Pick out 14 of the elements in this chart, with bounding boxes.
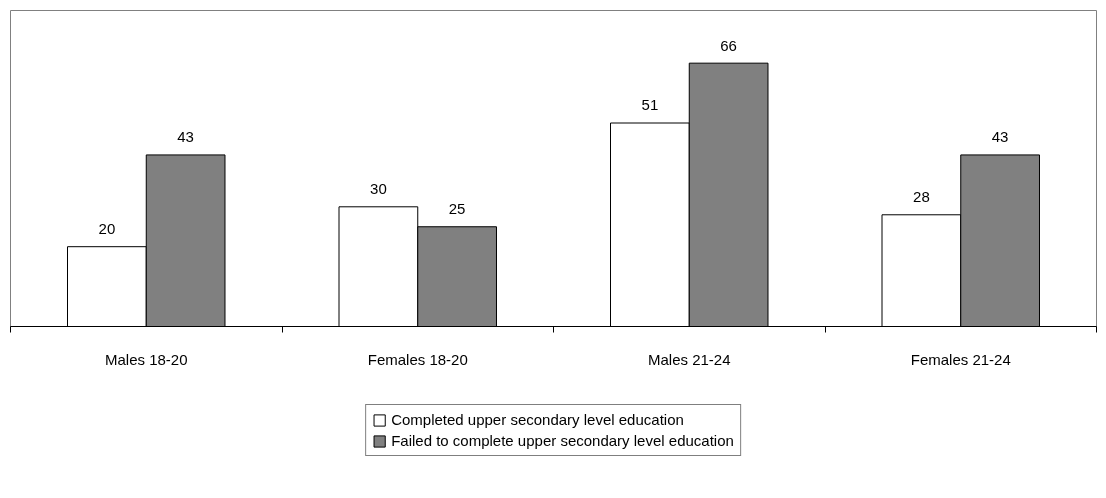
data-label: 43 bbox=[177, 128, 194, 146]
x-tick-label: Females 18-20 bbox=[367, 350, 468, 368]
legend-label: Failed to complete upper secondary level education bbox=[391, 432, 734, 449]
x-tick-label: Males 21-24 bbox=[647, 350, 731, 368]
x-tick-label: Males 18-20 bbox=[104, 350, 188, 368]
data-label: 66 bbox=[720, 36, 737, 54]
x-tick-label: Females 21-24 bbox=[910, 350, 1011, 368]
legend-label: Completed upper secondary level education bbox=[391, 411, 684, 428]
data-label: 20 bbox=[98, 220, 116, 238]
data-label: 25 bbox=[448, 200, 466, 218]
data-label: 30 bbox=[370, 180, 387, 198]
data-label: 43 bbox=[991, 128, 1009, 146]
data-label: 28 bbox=[913, 188, 930, 206]
data-label: 51 bbox=[641, 96, 659, 114]
